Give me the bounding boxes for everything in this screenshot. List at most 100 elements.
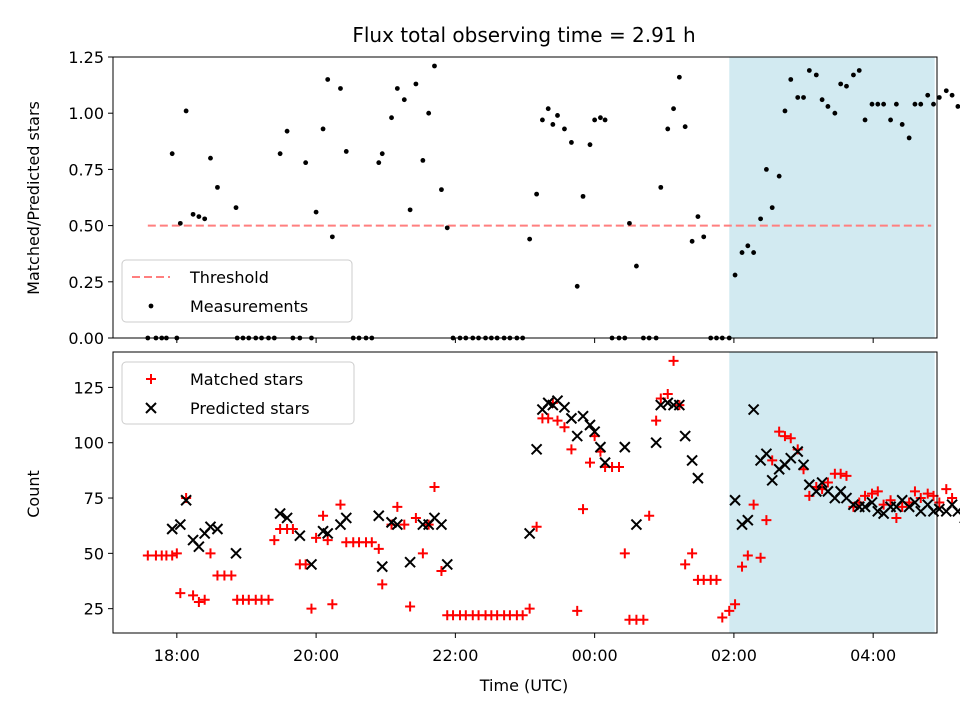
measurement-point (202, 216, 208, 222)
bottom-legend-label: Predicted stars (190, 399, 310, 418)
bottom-y-tick-label: 25 (84, 600, 104, 619)
matched-star-point (730, 599, 741, 610)
predicted-star-point (729, 494, 741, 506)
legend-matched-swatch (146, 374, 156, 384)
bottom-legend-label: Matched stars (190, 370, 303, 389)
measurement-point (527, 236, 533, 242)
measurement-point (851, 72, 856, 78)
predicted-star-point (655, 399, 667, 411)
bottom-axes-frame (112, 351, 938, 634)
measurement-point (420, 158, 426, 163)
measurement-point (813, 72, 819, 78)
predicted-star-point (373, 510, 385, 522)
measurement-point (751, 250, 757, 255)
predicted-star-point (766, 474, 778, 487)
x-tick-label: 22:00 (432, 646, 478, 665)
matched-star-point (785, 433, 796, 444)
matched-star-point (373, 543, 384, 554)
measurement-point (838, 81, 844, 87)
matched-star-point (566, 444, 577, 455)
measurement-point (776, 173, 782, 179)
measurement-point (401, 97, 407, 103)
matched-star-point (922, 488, 933, 499)
matched-star-point (687, 548, 698, 559)
matched-star-point (524, 603, 535, 614)
matched-star-point (767, 455, 778, 466)
matched-star-point (717, 612, 728, 623)
matched-star-point (287, 524, 298, 535)
matched-star-point (668, 355, 679, 366)
matched-star-point (619, 548, 630, 559)
predicted-star-point (404, 556, 416, 568)
matched-star-point (269, 535, 280, 546)
measurement-point (955, 104, 960, 109)
bottom-y-axis-label: Count (24, 470, 43, 518)
matched-star-point (841, 470, 852, 481)
chart-title: Flux total observing time = 2.91 h (352, 23, 695, 47)
measurement-point (658, 184, 664, 190)
measurement-point (338, 86, 343, 91)
top-legend-box (121, 259, 353, 323)
measurement-point (277, 151, 283, 157)
matched-star-point (867, 488, 878, 499)
bottom-panel: 25 50 75 100 125 18:00 20:00 22:00 00:00 02:00 04:… (73, 351, 960, 665)
predicted-star-point (340, 512, 352, 524)
top-y-tick-label: 1.00 (68, 104, 104, 123)
measurement-point (689, 238, 695, 244)
measurement-point (329, 234, 335, 240)
measurement-point (196, 214, 202, 220)
matched-star-point (517, 610, 528, 621)
predicted-star-point (650, 437, 662, 449)
predicted-star-point (792, 445, 804, 458)
matched-star-point (193, 597, 204, 608)
bottom-y-tick-label: 100 (73, 434, 104, 453)
matched-star-point (584, 457, 595, 468)
matched-star-point (318, 510, 329, 521)
measurement-point (825, 104, 831, 109)
measurement-point (665, 126, 671, 132)
measurement-point (888, 117, 893, 123)
predicted-star-point (933, 503, 946, 515)
matched-star-point (644, 510, 655, 521)
measurement-point (303, 160, 309, 166)
measurement-point (819, 97, 825, 103)
matched-star-point (543, 413, 554, 424)
matched-star-point (226, 570, 237, 581)
measurement-point (208, 155, 213, 161)
predicted-star-point (281, 512, 293, 524)
matched-star-point (322, 535, 333, 546)
matched-star-point (835, 468, 846, 479)
matched-star-point (167, 550, 178, 561)
measurement-point (943, 88, 949, 94)
measurement-point (899, 122, 905, 127)
matched-star-point (755, 552, 766, 563)
matched-star-point (531, 521, 542, 532)
measurement-point (284, 128, 290, 134)
bottom-legend: Matched stars Predicted stars (121, 361, 355, 425)
predicted-star-point (274, 507, 286, 520)
matched-star-point (779, 431, 790, 442)
measurement-point (587, 142, 593, 148)
matched-star-point (737, 561, 748, 572)
legend-measurement-swatch (148, 303, 154, 309)
measurement-point (550, 122, 556, 127)
matched-star-point (263, 594, 274, 605)
predicted-star-point (797, 459, 810, 471)
matched-star-point (175, 588, 186, 599)
predicted-star-point (760, 448, 773, 460)
measurement-point (925, 92, 931, 98)
matched-star-point (711, 574, 722, 585)
measurement-point (906, 135, 912, 141)
measurement-point (602, 117, 608, 123)
matched-star-point (578, 504, 589, 515)
matched-star-point (724, 605, 735, 616)
top-y-tick-label: 0.75 (68, 160, 104, 179)
measurement-point (592, 117, 598, 123)
measurement-point (320, 126, 326, 132)
predicted-star-point (565, 412, 578, 425)
matched-star-point (742, 550, 753, 561)
measurement-point (739, 250, 745, 255)
x-axis-label: Time (UTC) (479, 676, 568, 695)
measurement-point (695, 214, 701, 220)
matched-star-point (662, 389, 673, 400)
